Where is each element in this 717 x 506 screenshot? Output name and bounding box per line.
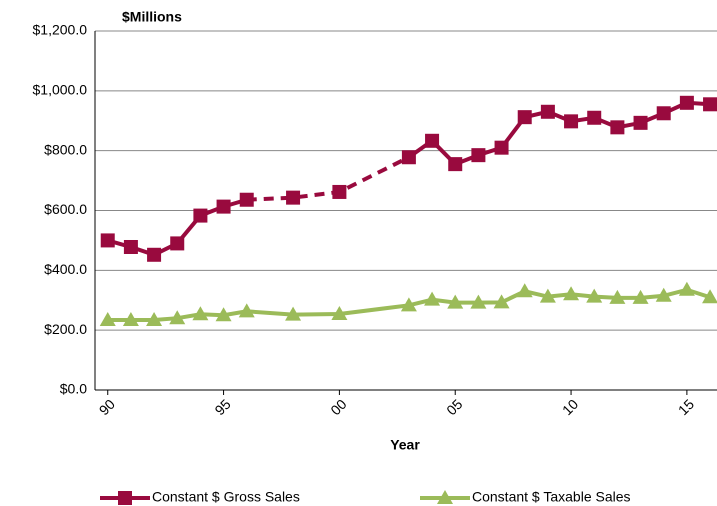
data-point (424, 291, 441, 306)
data-point (678, 281, 695, 296)
x-tick-label: 15 (675, 396, 697, 418)
data-point (633, 115, 648, 130)
data-point (470, 294, 487, 309)
y-axis-label: $Millions (122, 9, 182, 25)
data-point (147, 247, 162, 262)
data-point (586, 288, 603, 303)
legend-label: Constant $ Gross Sales (152, 489, 300, 505)
data-point (587, 110, 602, 125)
x-tick-label: 95 (211, 396, 233, 418)
y-tick-label: $600.0 (44, 201, 87, 217)
data-point (99, 311, 116, 326)
data-point (285, 306, 302, 321)
data-point (216, 199, 231, 214)
data-point (332, 184, 347, 199)
data-point (447, 294, 464, 309)
x-tick-label: 00 (327, 396, 349, 418)
data-point (609, 289, 626, 304)
data-point (193, 208, 208, 223)
data-point (192, 306, 209, 321)
data-point (123, 239, 138, 254)
data-point (170, 236, 185, 251)
y-tick-label: $400.0 (44, 261, 87, 277)
data-point (425, 133, 440, 148)
data-point (540, 104, 555, 119)
y-tick-label: $200.0 (44, 321, 87, 337)
legend-marker (437, 490, 453, 504)
y-tick-label: $800.0 (44, 141, 87, 157)
y-tick-label: $1,000.0 (33, 82, 88, 98)
x-tick-label: 05 (443, 396, 465, 418)
data-point (703, 97, 717, 112)
data-point (563, 286, 580, 301)
data-point (632, 289, 649, 304)
data-point (331, 306, 348, 321)
data-point (494, 140, 509, 155)
data-point (493, 294, 510, 309)
data-point (679, 95, 694, 110)
data-point (471, 148, 486, 163)
data-point (517, 110, 532, 125)
data-point (215, 307, 232, 322)
data-point (169, 310, 186, 325)
data-point (286, 190, 301, 205)
y-tick-label: $1,200.0 (33, 22, 88, 38)
x-tick-label: 90 (96, 396, 118, 418)
legend-label: Constant $ Taxable Sales (472, 489, 631, 505)
x-axis-label: Year (390, 437, 420, 453)
data-point (516, 283, 533, 298)
data-point (401, 150, 416, 165)
data-point (539, 288, 556, 303)
data-point (400, 297, 417, 312)
legend-marker (118, 491, 132, 505)
data-point (610, 120, 625, 135)
data-point (122, 311, 139, 326)
data-point (655, 287, 672, 302)
data-point (702, 289, 717, 304)
y-tick-label: $0.0 (60, 381, 87, 397)
x-tick-label: 10 (559, 396, 581, 418)
data-point (100, 233, 115, 248)
data-point (238, 303, 255, 318)
data-point (146, 311, 163, 326)
data-point (564, 114, 579, 129)
series-line (246, 155, 410, 202)
data-point (239, 192, 254, 207)
data-point (656, 106, 671, 121)
data-point (448, 157, 463, 172)
